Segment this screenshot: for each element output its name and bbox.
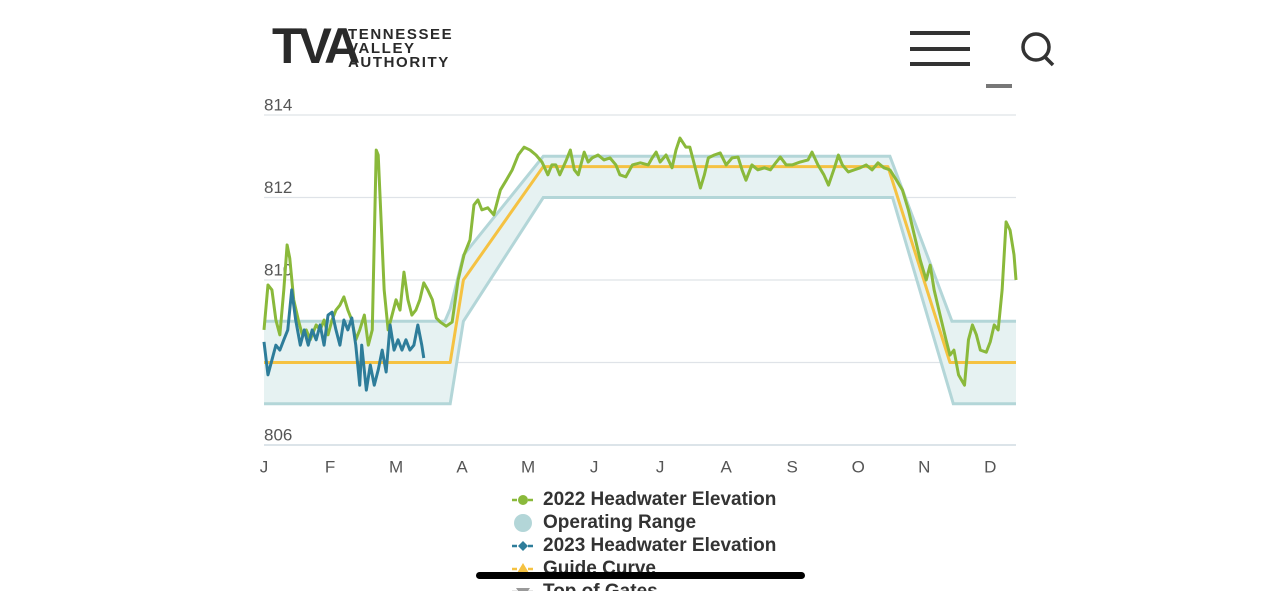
org-name: AUTHORITY — [348, 54, 450, 71]
search-button[interactable] — [1021, 32, 1055, 67]
legend-label: 2023 Headwater Elevation — [543, 535, 776, 556]
x-tick-label: A — [456, 457, 468, 476]
legend-marker — [516, 588, 530, 591]
y-tick-label: 812 — [264, 178, 292, 197]
menu-button[interactable] — [910, 31, 970, 66]
legend-label: Operating Range — [543, 512, 696, 533]
x-tick-label: O — [852, 457, 865, 476]
legend-label: Top of Gates — [543, 581, 658, 591]
x-tick-label: D — [984, 457, 996, 476]
x-tick-label: N — [918, 457, 930, 476]
x-tick-label: J — [656, 457, 665, 476]
x-tick-label: A — [720, 457, 732, 476]
y-tick-label: 806 — [264, 425, 292, 444]
x-tick-label: S — [787, 457, 798, 476]
x-tick-label: M — [389, 457, 403, 476]
home-indicator — [476, 572, 805, 579]
org-name: TENNESSEE — [348, 26, 453, 43]
range-edge — [264, 154, 1016, 323]
header-bg — [0, 0, 1280, 90]
x-tick-label: M — [521, 457, 535, 476]
y-tick-label: 814 — [264, 95, 292, 114]
range-edge — [264, 196, 1016, 406]
series-line — [262, 288, 426, 392]
legend-marker — [514, 514, 532, 532]
series-line — [262, 136, 1018, 387]
legend-label: 2022 Headwater Elevation — [543, 489, 776, 510]
x-tick-label: F — [325, 457, 335, 476]
search-icon — [1021, 32, 1051, 62]
chart-menu-button[interactable] — [986, 84, 1012, 88]
legend-marker — [517, 563, 529, 573]
org-name: VALLEY — [348, 40, 416, 57]
search-icon — [1043, 55, 1055, 67]
y-tick-label: 810 — [264, 260, 292, 279]
x-tick-label: J — [590, 457, 599, 476]
chart: 806808810812814JFMAMJJASOND — [260, 95, 1018, 476]
legend-marker — [518, 495, 528, 505]
x-tick-label: J — [260, 457, 269, 476]
legend-marker — [518, 541, 528, 551]
logo[interactable]: TVA — [272, 18, 363, 74]
